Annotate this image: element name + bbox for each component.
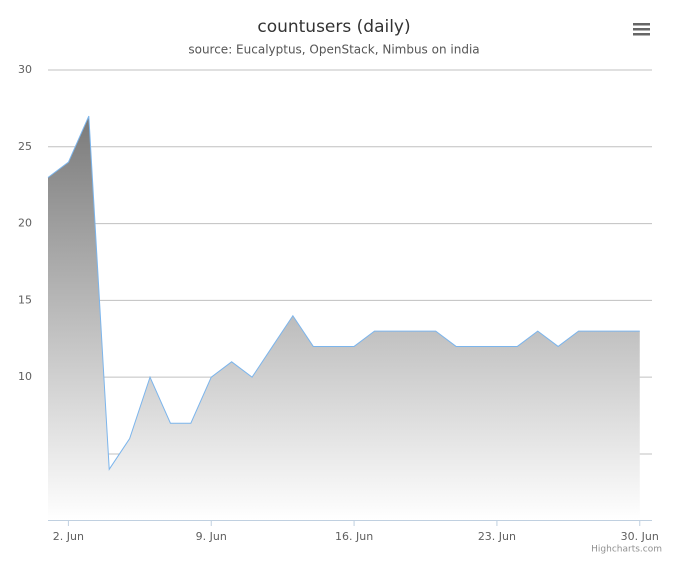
- area-line: [47, 115, 640, 471]
- chart-subtitle: source: Eucalyptus, OpenStack, Nimbus on…: [188, 43, 479, 57]
- x-tick-label: 9. Jun: [196, 530, 227, 543]
- menu-line: [633, 28, 650, 31]
- menu-button[interactable]: [630, 18, 654, 40]
- x-tick-label: 16. Jun: [335, 530, 373, 543]
- x-tick-label: 2. Jun: [53, 530, 84, 543]
- area-fill: [48, 116, 640, 521]
- x-tick-label: 30. Jun: [621, 530, 659, 543]
- y-tick-label: 25: [18, 140, 32, 153]
- y-tick-label: 20: [18, 217, 32, 230]
- menu-line: [633, 23, 650, 26]
- y-tick-label: 10: [18, 370, 32, 383]
- x-tick-label: 23. Jun: [478, 530, 516, 543]
- y-tick-label: 30: [18, 63, 32, 76]
- menu-line: [633, 33, 650, 36]
- y-tick-label: 15: [18, 293, 32, 306]
- chart-title: countusers (daily): [257, 17, 410, 37]
- credits: Highcharts.com: [591, 545, 662, 555]
